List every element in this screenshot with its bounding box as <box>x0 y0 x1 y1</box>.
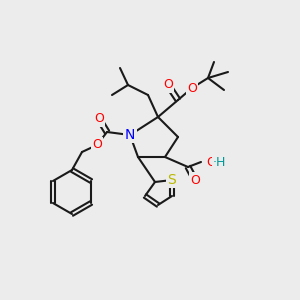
Text: ·H: ·H <box>213 155 226 169</box>
Text: O: O <box>187 82 197 94</box>
Text: O: O <box>94 112 104 125</box>
Text: O: O <box>206 155 216 169</box>
Text: S: S <box>168 173 176 187</box>
Text: O: O <box>163 79 173 92</box>
Text: N: N <box>125 128 135 142</box>
Text: O: O <box>92 139 102 152</box>
Text: O: O <box>190 173 200 187</box>
